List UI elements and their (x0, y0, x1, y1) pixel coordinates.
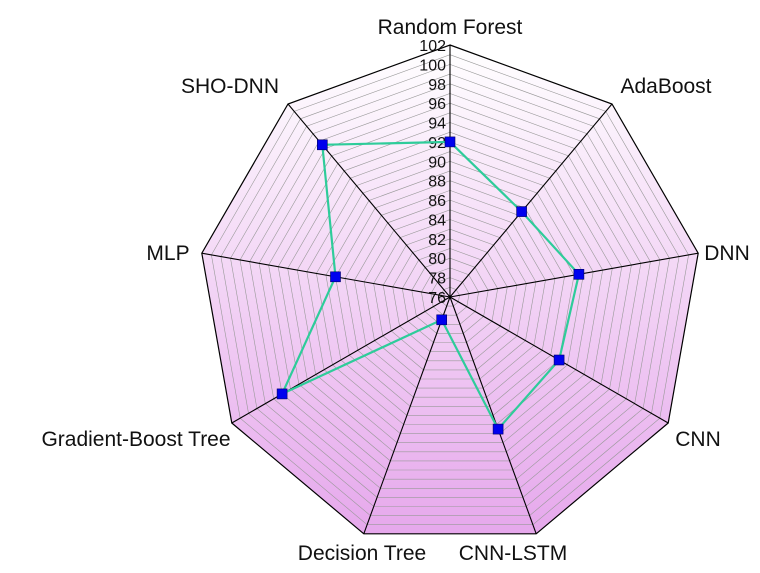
grid-ring (373, 219, 527, 371)
grid-ring (382, 228, 518, 362)
grid-ring (401, 248, 499, 343)
category-label: DNN (704, 242, 750, 265)
grid-ring (363, 209, 537, 380)
data-marker (444, 136, 456, 148)
category-label: Random Forest (378, 16, 523, 39)
grid-ring (258, 102, 642, 480)
category-label: CNN (675, 428, 721, 451)
grid-ring (268, 112, 632, 471)
grid-rings (201, 44, 699, 535)
grid-ring (430, 277, 470, 316)
tick-label: 100 (419, 57, 446, 74)
tick-label: 92 (428, 135, 446, 152)
series-line (279, 140, 581, 432)
data-marker (492, 423, 504, 435)
data-marker (316, 139, 328, 151)
grid-ring (230, 73, 670, 507)
grid-ring (440, 286, 460, 307)
grid-ring (335, 180, 565, 407)
axis-spoke (231, 296, 451, 424)
category-label: MLP (146, 242, 189, 265)
category-labels: Random Forest AdaBoost DNN CNN CNN-LSTM Decis… (41, 16, 749, 565)
grid-ring (316, 160, 584, 425)
data-marker (516, 206, 527, 217)
data-marker (436, 314, 448, 326)
axis-spoke (449, 296, 537, 534)
data-marker (276, 388, 288, 400)
grid-ring (239, 83, 661, 498)
axis-spoke (449, 103, 613, 298)
tick-label: 102 (419, 38, 446, 55)
tick-label: 78 (428, 271, 446, 288)
tick-label: 98 (428, 77, 446, 94)
radial-tick-labels: 76 78 80 82 84 86 88 90 92 94 96 98 100 102 (419, 38, 446, 307)
tick-label: 96 (428, 96, 446, 113)
data-series (279, 140, 581, 432)
data-marker (330, 271, 341, 283)
grid-ring (325, 170, 575, 416)
tick-label: 94 (428, 116, 446, 133)
grid-ring (220, 64, 680, 516)
grid-ring (421, 267, 479, 325)
tick-label: 88 (428, 174, 446, 191)
category-label: Decision Tree (298, 542, 426, 565)
outer-ring (201, 44, 699, 535)
tick-label: 76 (428, 290, 446, 307)
data-markers (276, 136, 585, 435)
grid-ring (354, 199, 546, 389)
tick-label: 84 (428, 213, 446, 230)
tick-label: 80 (428, 251, 446, 268)
axis-spoke (287, 103, 451, 298)
data-marker (573, 268, 585, 280)
axis-spoke (363, 296, 451, 534)
grid-ring (296, 141, 604, 444)
grid-ring (277, 122, 623, 462)
tick-label: 86 (428, 193, 446, 210)
grid-ring (211, 54, 689, 526)
category-label: CNN-LSTM (459, 542, 568, 565)
axis-spoke (201, 252, 451, 298)
grid-ring (392, 238, 508, 352)
category-label: Gradient-Boost Tree (41, 428, 230, 451)
tick-label: 90 (428, 154, 446, 171)
category-label: SHO-DNN (181, 75, 279, 98)
category-label: AdaBoost (620, 75, 711, 98)
grid-ring (344, 190, 556, 398)
grid-ring (287, 131, 613, 453)
grid-ring (249, 93, 651, 489)
data-marker (553, 354, 565, 366)
grid-ring (411, 257, 489, 334)
tick-label: 82 (428, 232, 446, 249)
